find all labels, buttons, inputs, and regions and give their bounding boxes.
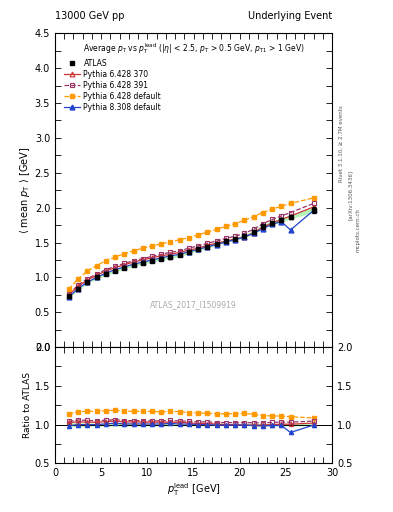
Text: [arXiv:1306.3436]: [arXiv:1306.3436]: [348, 169, 353, 220]
Text: Average $p_{\rm T}$ vs $p_{\rm T}^{\rm lead}$ ($|\eta|$ < 2.5, $p_{\rm T}$ > 0.5: Average $p_{\rm T}$ vs $p_{\rm T}^{\rm l…: [83, 41, 304, 56]
Text: Underlying Event: Underlying Event: [248, 11, 332, 22]
Text: ATLAS_2017_I1509919: ATLAS_2017_I1509919: [150, 301, 237, 309]
X-axis label: $p_{\rm T}^{\rm lead}$ [GeV]: $p_{\rm T}^{\rm lead}$ [GeV]: [167, 481, 220, 498]
Y-axis label: $\langle$ mean $p_{\rm T}$ $\rangle$ [GeV]: $\langle$ mean $p_{\rm T}$ $\rangle$ [Ge…: [18, 146, 32, 234]
Y-axis label: Ratio to ATLAS: Ratio to ATLAS: [23, 372, 32, 438]
Legend: ATLAS, Pythia 6.428 370, Pythia 6.428 391, Pythia 6.428 default, Pythia 8.308 de: ATLAS, Pythia 6.428 370, Pythia 6.428 39…: [64, 59, 161, 112]
Text: Rivet 3.1.10, ≥ 2.7M events: Rivet 3.1.10, ≥ 2.7M events: [339, 105, 344, 182]
Text: mcplots.cern.ch: mcplots.cern.ch: [356, 208, 361, 252]
Text: 13000 GeV pp: 13000 GeV pp: [55, 11, 125, 22]
